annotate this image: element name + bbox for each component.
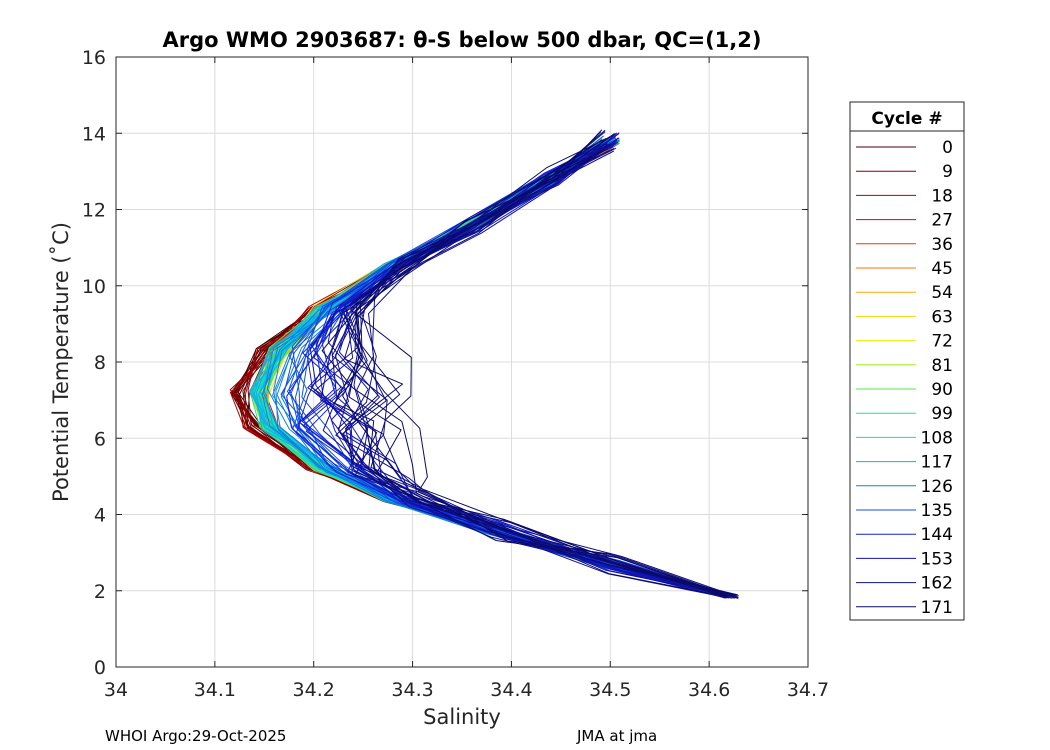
legend-entry-label: 99 — [931, 404, 953, 424]
legend-entry-label: 171 — [921, 598, 953, 618]
y-axis-label: Potential Temperature (˚C) — [49, 222, 73, 502]
x-tick-label: 34.5 — [589, 679, 631, 701]
profile-line — [301, 135, 737, 598]
profile-line — [321, 147, 738, 596]
legend-entry-label: 27 — [931, 211, 953, 231]
legend-entry-label: 81 — [931, 356, 953, 376]
legend-entry-label: 18 — [931, 186, 953, 206]
profile-line — [338, 133, 732, 598]
y-axis-ticks: 0 2 4 6 8 10 12 14 16 — [82, 47, 808, 679]
profile-line — [343, 148, 727, 598]
profile-line — [335, 150, 734, 597]
legend-title: Cycle # — [871, 109, 942, 129]
legend-entry-label: 144 — [921, 525, 953, 545]
chart-title: Argo WMO 2903687: θ-S below 500 dbar, QC… — [163, 28, 762, 52]
x-tick-label: 34.1 — [194, 679, 236, 701]
legend-entry-label: 153 — [921, 549, 953, 569]
legend-entry-label: 126 — [921, 477, 953, 497]
legend: Cycle # 0 9 18 27 36 45 54 63 72 81 90 99 108 117 126 1… — [849, 101, 965, 621]
legend-entry-label: 9 — [942, 162, 953, 182]
footer-credit: JMA at jma — [576, 727, 657, 745]
footer-source: WHOI Argo:29-Oct-2025 — [105, 727, 286, 745]
legend-entry-label: 108 — [921, 428, 953, 448]
profile-series — [229, 129, 739, 599]
legend-entry-label: 45 — [931, 259, 953, 279]
y-tick-label: 0 — [94, 657, 106, 679]
legend-entry-label: 72 — [931, 332, 953, 352]
x-tick-label: 34 — [104, 679, 128, 701]
legend-entry-label: 117 — [921, 453, 953, 473]
x-axis-ticks: 34 34.1 34.2 34.3 34.4 34.5 34.6 34.7 — [104, 57, 829, 701]
y-tick-label: 6 — [94, 428, 106, 450]
y-tick-label: 8 — [94, 352, 106, 374]
legend-entry-label: 135 — [921, 501, 953, 521]
y-tick-label: 10 — [82, 276, 106, 298]
x-tick-label: 34.2 — [293, 679, 335, 701]
legend-entry-label: 90 — [931, 380, 953, 400]
profile-line — [342, 129, 728, 597]
legend-box — [849, 101, 965, 621]
profile-line — [334, 129, 729, 598]
y-tick-label: 2 — [94, 581, 106, 603]
profile-line — [348, 133, 728, 597]
profile-line — [350, 144, 739, 599]
y-tick-label: 16 — [82, 47, 106, 69]
x-tick-label: 34.3 — [391, 679, 433, 701]
x-tick-label: 34.4 — [490, 679, 532, 701]
profile-line — [357, 137, 728, 596]
legend-entry-label: 0 — [942, 138, 953, 158]
legend-entry-label: 162 — [921, 574, 953, 594]
legend-entry-label: 54 — [931, 283, 953, 303]
legend-entry-label: 36 — [931, 235, 953, 255]
legend-entry-label: 63 — [931, 307, 953, 327]
x-tick-label: 34.7 — [787, 679, 829, 701]
x-tick-label: 34.6 — [688, 679, 730, 701]
y-tick-label: 12 — [82, 200, 106, 222]
x-axis-label: Salinity — [423, 705, 501, 729]
y-tick-label: 4 — [94, 505, 106, 527]
legend-entries: 0 9 18 27 36 45 54 63 72 81 90 99 108 117 126 135 144 153… — [856, 138, 953, 618]
y-tick-label: 14 — [82, 123, 106, 145]
